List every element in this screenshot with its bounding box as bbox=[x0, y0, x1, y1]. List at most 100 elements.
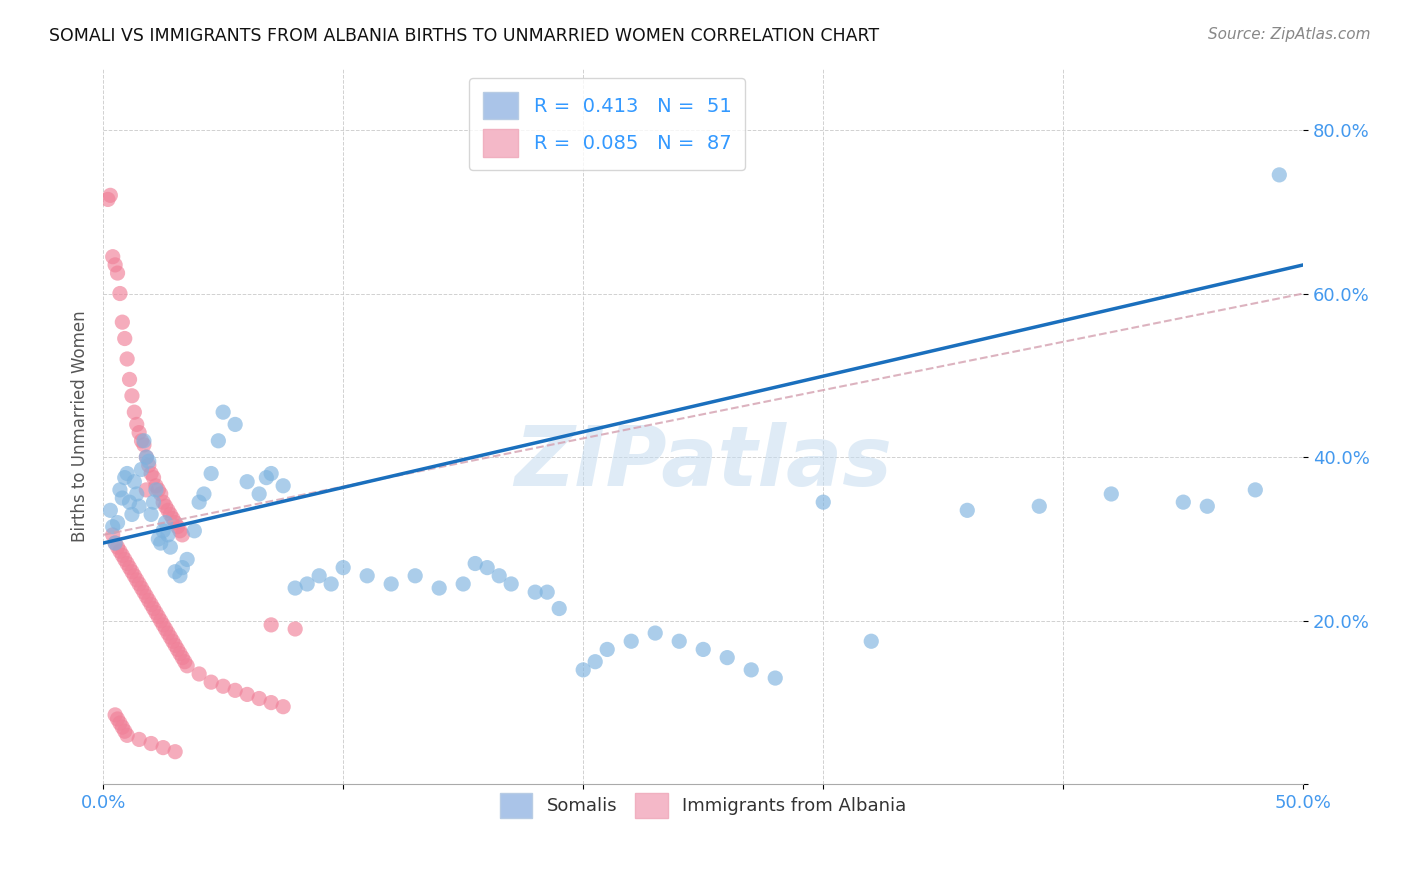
Point bbox=[236, 475, 259, 489]
Point bbox=[188, 667, 211, 681]
Point bbox=[114, 332, 136, 346]
Point bbox=[142, 470, 165, 484]
Point bbox=[111, 491, 134, 505]
Point bbox=[1268, 168, 1291, 182]
Point bbox=[148, 483, 170, 497]
Point bbox=[124, 569, 146, 583]
Point bbox=[132, 438, 155, 452]
Point bbox=[247, 487, 270, 501]
Point bbox=[104, 258, 127, 272]
Point bbox=[142, 601, 165, 615]
Point bbox=[169, 524, 191, 538]
Point bbox=[271, 479, 294, 493]
Point bbox=[956, 503, 979, 517]
Point bbox=[165, 516, 187, 530]
Point bbox=[169, 569, 191, 583]
Point bbox=[620, 634, 643, 648]
Point bbox=[135, 589, 157, 603]
Point bbox=[135, 450, 157, 465]
Point bbox=[247, 691, 270, 706]
Point bbox=[1244, 483, 1267, 497]
Point bbox=[145, 483, 167, 497]
Point bbox=[108, 483, 131, 497]
Point bbox=[152, 618, 174, 632]
Point bbox=[142, 495, 165, 509]
Point bbox=[145, 479, 167, 493]
Point bbox=[98, 188, 121, 202]
Point bbox=[692, 642, 714, 657]
Point bbox=[114, 470, 136, 484]
Point bbox=[104, 536, 127, 550]
Point bbox=[131, 581, 153, 595]
Point bbox=[212, 405, 235, 419]
Point bbox=[111, 549, 134, 563]
Point bbox=[740, 663, 762, 677]
Point bbox=[451, 577, 474, 591]
Point bbox=[308, 569, 330, 583]
Point bbox=[583, 655, 606, 669]
Point bbox=[159, 630, 181, 644]
Point bbox=[131, 434, 153, 448]
Point bbox=[716, 650, 738, 665]
Point bbox=[260, 696, 283, 710]
Point bbox=[98, 503, 121, 517]
Point bbox=[115, 351, 138, 366]
Point bbox=[172, 528, 194, 542]
Point bbox=[115, 728, 138, 742]
Point bbox=[128, 732, 150, 747]
Point bbox=[108, 716, 131, 731]
Point bbox=[159, 508, 181, 522]
Point bbox=[97, 193, 120, 207]
Point bbox=[138, 593, 160, 607]
Point bbox=[145, 606, 167, 620]
Point bbox=[644, 626, 666, 640]
Point bbox=[321, 577, 343, 591]
Point bbox=[183, 524, 205, 538]
Point bbox=[104, 707, 127, 722]
Point bbox=[356, 569, 378, 583]
Point bbox=[536, 585, 558, 599]
Point bbox=[107, 266, 129, 280]
Point bbox=[152, 495, 174, 509]
Point bbox=[224, 417, 246, 432]
Point bbox=[152, 524, 174, 538]
Point bbox=[138, 458, 160, 473]
Point bbox=[156, 528, 179, 542]
Point bbox=[380, 577, 402, 591]
Point bbox=[135, 450, 157, 465]
Point bbox=[1173, 495, 1195, 509]
Point bbox=[139, 508, 162, 522]
Point bbox=[118, 560, 141, 574]
Point bbox=[207, 434, 229, 448]
Legend: Somalis, Immigrants from Albania: Somalis, Immigrants from Albania bbox=[492, 786, 914, 825]
Point bbox=[548, 601, 571, 615]
Point bbox=[156, 626, 179, 640]
Point bbox=[148, 532, 170, 546]
Point bbox=[172, 560, 194, 574]
Point bbox=[132, 585, 155, 599]
Point bbox=[108, 286, 131, 301]
Point bbox=[176, 552, 198, 566]
Point bbox=[162, 634, 184, 648]
Point bbox=[200, 467, 222, 481]
Point bbox=[107, 516, 129, 530]
Point bbox=[138, 454, 160, 468]
Point bbox=[260, 618, 283, 632]
Point bbox=[118, 372, 141, 386]
Point bbox=[572, 663, 595, 677]
Point bbox=[107, 712, 129, 726]
Point bbox=[176, 658, 198, 673]
Point bbox=[108, 544, 131, 558]
Point bbox=[284, 622, 307, 636]
Point bbox=[101, 250, 124, 264]
Point bbox=[332, 560, 354, 574]
Point bbox=[148, 609, 170, 624]
Point bbox=[477, 560, 499, 574]
Point bbox=[224, 683, 246, 698]
Point bbox=[121, 508, 143, 522]
Point bbox=[139, 737, 162, 751]
Point bbox=[763, 671, 786, 685]
Point bbox=[488, 569, 510, 583]
Point bbox=[271, 699, 294, 714]
Point bbox=[166, 642, 188, 657]
